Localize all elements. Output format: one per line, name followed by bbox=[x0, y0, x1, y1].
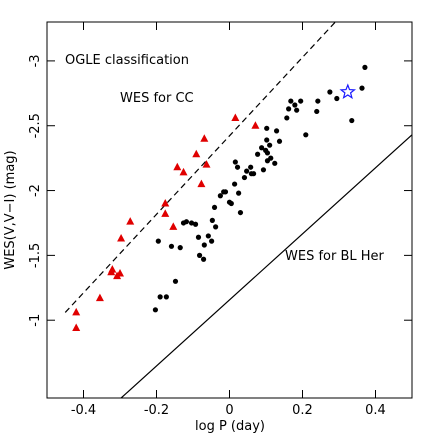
point bbox=[292, 102, 298, 108]
point bbox=[163, 294, 169, 300]
point bbox=[259, 145, 265, 151]
point bbox=[173, 162, 182, 171]
point bbox=[294, 107, 300, 113]
point bbox=[303, 132, 309, 138]
x-tick-label: 0 bbox=[225, 403, 233, 418]
point bbox=[298, 98, 304, 104]
point bbox=[172, 278, 179, 284]
point bbox=[117, 234, 126, 242]
point bbox=[260, 167, 267, 173]
point bbox=[315, 98, 321, 104]
y-tick-label: -1.5 bbox=[28, 243, 43, 268]
point bbox=[359, 85, 365, 91]
point bbox=[152, 307, 159, 313]
point bbox=[248, 164, 254, 170]
point bbox=[183, 219, 190, 225]
point bbox=[200, 256, 207, 262]
annotation: WES for BL Her bbox=[285, 249, 385, 264]
point bbox=[155, 238, 161, 244]
point bbox=[234, 164, 241, 170]
relation-line bbox=[120, 134, 412, 398]
point bbox=[272, 160, 278, 166]
point bbox=[188, 220, 195, 226]
point bbox=[284, 115, 290, 121]
point bbox=[200, 134, 209, 142]
y-tick-label: -2 bbox=[28, 184, 43, 197]
point bbox=[116, 269, 124, 277]
point bbox=[108, 265, 117, 273]
point bbox=[255, 151, 261, 157]
point bbox=[288, 98, 294, 104]
point bbox=[286, 106, 292, 112]
point bbox=[192, 149, 201, 158]
y-tick-label: -2.5 bbox=[28, 113, 43, 138]
point bbox=[197, 179, 206, 188]
point bbox=[231, 113, 240, 121]
point bbox=[339, 83, 357, 100]
point bbox=[168, 243, 175, 249]
point bbox=[232, 181, 238, 187]
point bbox=[267, 142, 273, 148]
y-tick-label: -3 bbox=[28, 54, 43, 67]
point bbox=[201, 242, 207, 248]
x-tick-label: 0.2 bbox=[292, 403, 313, 418]
point bbox=[264, 150, 271, 156]
point bbox=[126, 217, 135, 225]
point bbox=[264, 137, 270, 143]
x-tick-label: -0.4 bbox=[71, 403, 96, 418]
point bbox=[250, 171, 257, 177]
point bbox=[177, 245, 183, 251]
point bbox=[228, 200, 234, 207]
point bbox=[251, 121, 260, 129]
point bbox=[237, 209, 244, 216]
point bbox=[222, 189, 229, 195]
point bbox=[327, 89, 333, 95]
point bbox=[211, 204, 218, 211]
point bbox=[72, 307, 81, 316]
point bbox=[157, 294, 163, 300]
point bbox=[264, 125, 270, 131]
point bbox=[268, 155, 274, 161]
point bbox=[362, 64, 368, 70]
relation-line bbox=[64, 22, 336, 313]
point bbox=[196, 252, 203, 258]
annotation: WES for CC bbox=[120, 91, 194, 106]
point bbox=[205, 233, 211, 239]
point bbox=[334, 95, 340, 102]
y-tick-label: -1 bbox=[28, 314, 43, 327]
annotation: OGLE classification bbox=[65, 53, 189, 68]
point bbox=[273, 128, 280, 134]
x-axis-label: log P (day) bbox=[195, 419, 265, 434]
point bbox=[241, 174, 248, 181]
point bbox=[349, 117, 355, 124]
point bbox=[276, 138, 283, 144]
point bbox=[161, 209, 170, 217]
y-axis-label: WES(V,V−I) (mag) bbox=[3, 150, 18, 269]
point bbox=[95, 293, 104, 302]
point bbox=[72, 323, 81, 331]
point bbox=[209, 217, 215, 223]
point bbox=[232, 159, 238, 165]
point bbox=[169, 222, 178, 230]
point bbox=[161, 199, 170, 207]
point bbox=[314, 108, 320, 115]
point bbox=[209, 238, 215, 244]
point bbox=[236, 190, 242, 196]
plot-frame bbox=[46, 21, 413, 399]
point bbox=[217, 193, 223, 199]
point bbox=[179, 167, 188, 176]
point bbox=[195, 234, 202, 240]
point bbox=[213, 224, 219, 230]
point bbox=[202, 160, 211, 168]
x-tick-label: 0.4 bbox=[365, 403, 386, 418]
point bbox=[244, 168, 250, 174]
point bbox=[192, 221, 199, 227]
x-tick-label: -0.2 bbox=[144, 403, 169, 418]
